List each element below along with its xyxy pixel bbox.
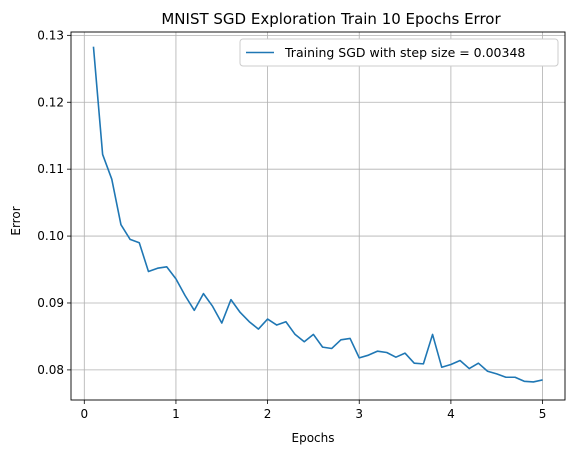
x-axis: 0 1 2 3 4 5 [80, 400, 546, 421]
y-tick-label: 0.09 [37, 296, 64, 310]
y-tick-label: 0.08 [37, 363, 64, 377]
y-axis-label: Error [9, 206, 23, 235]
x-tick-label: 5 [539, 407, 547, 421]
legend-box [239, 38, 559, 67]
x-axis-label: Epochs [292, 431, 335, 445]
grid [71, 32, 565, 400]
y-tick-label: 0.11 [37, 162, 64, 176]
plot-frame [70, 31, 566, 401]
x-tick-label: 3 [355, 407, 363, 421]
chart-title: MNIST SGD Exploration Train 10 Epochs Er… [161, 10, 501, 28]
x-tick-label: 0 [80, 407, 88, 421]
x-tick-label: 4 [447, 407, 455, 421]
y-axis: 0.08 0.09 0.10 0.11 0.12 0.13 [37, 28, 71, 377]
y-tick-label: 0.13 [37, 28, 64, 42]
legend-entry: Training SGD with step size = 0.00348 [284, 45, 525, 60]
legend: Training SGD with step size = 0.00348 [239, 38, 559, 67]
x-tick-label: 2 [264, 407, 272, 421]
y-tick-label: 0.12 [37, 95, 64, 109]
plot-area [70, 31, 566, 401]
series-line [92, 46, 543, 383]
y-tick-label: 0.10 [37, 229, 64, 243]
x-tick-label: 1 [172, 407, 180, 421]
